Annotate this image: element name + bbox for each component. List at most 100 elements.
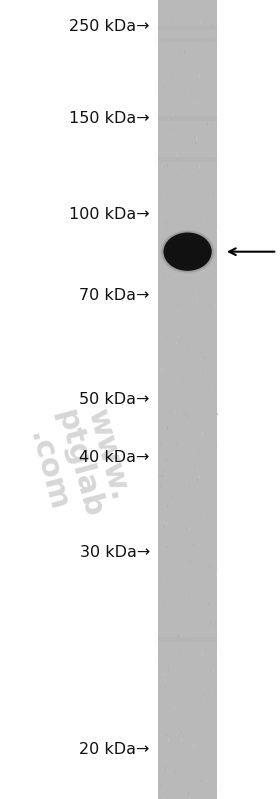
Text: 30 kDa→: 30 kDa→ [80, 546, 150, 560]
Bar [216, 113, 217, 116]
Bar [213, 150, 214, 153]
Bar [208, 602, 209, 605]
Bar [179, 650, 180, 652]
Bar [203, 507, 204, 510]
Bar [211, 777, 212, 779]
Bar [174, 707, 175, 710]
Bar [195, 343, 196, 345]
Bar [167, 165, 168, 167]
Bar [174, 129, 175, 131]
Bar [184, 101, 185, 103]
Bar [158, 26, 217, 30]
Bar [197, 563, 198, 566]
Bar [194, 76, 195, 78]
Bar [204, 693, 205, 695]
Bar [193, 745, 194, 748]
Bar [173, 734, 174, 737]
Bar [158, 14, 159, 16]
Bar [213, 784, 214, 786]
Bar [197, 16, 198, 18]
Bar [214, 274, 215, 276]
Bar [210, 227, 211, 229]
Bar [179, 410, 180, 412]
Bar [211, 783, 212, 785]
Bar [188, 686, 189, 688]
Bar [198, 171, 199, 173]
Bar [189, 593, 190, 595]
Bar [205, 251, 206, 253]
Bar [197, 479, 198, 482]
Bar [197, 301, 198, 304]
Bar [168, 668, 169, 670]
Bar [165, 769, 166, 771]
Text: www.
ptglab
.com: www. ptglab .com [20, 398, 137, 529]
Bar [193, 96, 194, 98]
Bar [184, 619, 185, 622]
Bar [170, 100, 171, 102]
Bar [213, 682, 214, 685]
Bar [194, 443, 195, 445]
Bar [158, 637, 217, 642]
Bar [200, 769, 201, 772]
Bar [169, 275, 170, 277]
Bar [204, 367, 205, 369]
Bar [184, 18, 185, 20]
Bar [176, 757, 177, 760]
Bar [160, 369, 161, 372]
Bar [176, 342, 177, 344]
Bar [213, 781, 214, 783]
Bar [162, 42, 163, 45]
Bar [180, 315, 181, 317]
Bar [187, 479, 188, 482]
Bar [166, 523, 167, 525]
Bar [211, 36, 212, 38]
Bar [181, 737, 182, 739]
Bar [215, 622, 216, 625]
Bar [167, 427, 168, 430]
Bar [182, 175, 183, 177]
Bar [211, 335, 212, 337]
Bar [161, 537, 162, 539]
Bar [182, 634, 183, 637]
Bar [179, 327, 180, 329]
Bar [180, 574, 181, 577]
Bar [167, 546, 168, 548]
Bar [184, 666, 185, 668]
Bar [185, 412, 186, 415]
Bar [162, 475, 163, 477]
Bar [204, 356, 205, 359]
Bar [199, 518, 200, 520]
Bar [167, 338, 168, 340]
Bar [188, 346, 189, 348]
Bar [216, 444, 217, 447]
Bar [180, 39, 181, 42]
Bar [189, 81, 190, 84]
Bar [213, 669, 214, 671]
Bar [211, 36, 212, 38]
Bar [189, 484, 190, 487]
Bar [182, 75, 183, 78]
Bar [173, 236, 174, 238]
Bar [172, 515, 173, 518]
Text: 50 kDa→: 50 kDa→ [80, 392, 150, 407]
Bar [201, 599, 202, 602]
Bar [161, 368, 162, 371]
Bar [210, 316, 211, 318]
Bar [164, 165, 165, 168]
Bar [216, 230, 217, 233]
Bar [186, 546, 187, 548]
Bar [197, 89, 198, 92]
Bar [203, 701, 204, 703]
Bar [200, 645, 201, 647]
Bar [177, 598, 178, 601]
Bar [194, 340, 195, 342]
Bar [171, 166, 172, 169]
Bar [172, 455, 173, 457]
Bar [166, 92, 167, 94]
Bar [175, 717, 176, 719]
Bar [177, 726, 178, 729]
Bar [213, 96, 214, 98]
Bar [189, 797, 190, 799]
Bar [187, 423, 188, 426]
Bar [213, 312, 214, 315]
